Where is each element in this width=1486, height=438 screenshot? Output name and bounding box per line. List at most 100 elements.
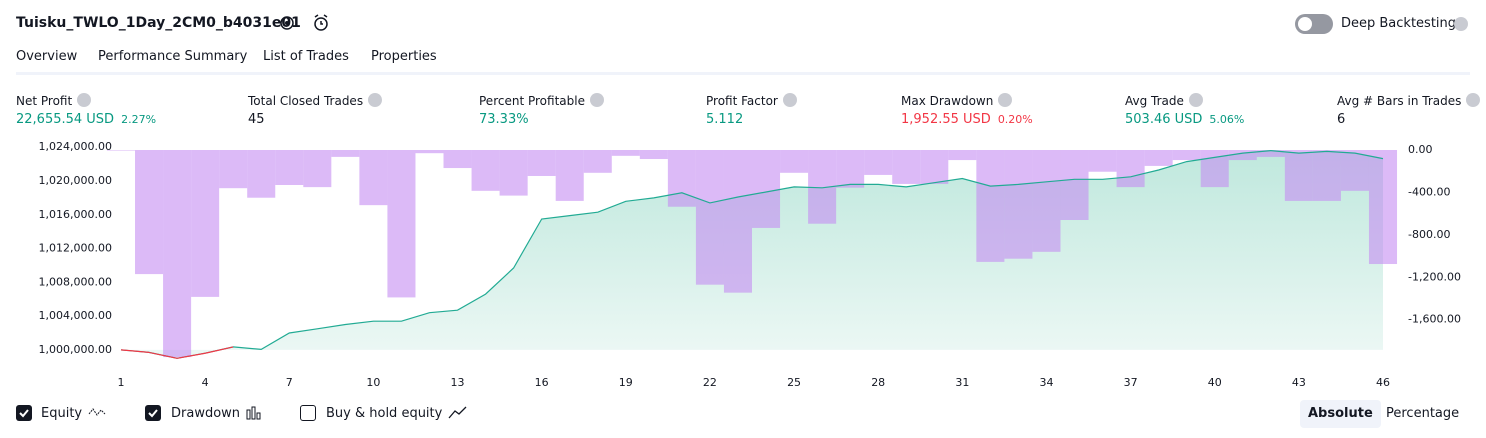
y2-tick-label: -1,200.00 [1408, 270, 1461, 283]
strategy-title: Tuisku_TWLO_1Day_2CM0_b4031e01 [16, 15, 301, 31]
drawdown-bar [247, 150, 276, 198]
tab[interactable]: Properties [371, 49, 437, 64]
check-mark [19, 409, 29, 418]
info-icon[interactable] [368, 93, 383, 107]
metric-label-text: Avg # Bars in Trades [1337, 94, 1462, 108]
y2-tick-label: -1,600.00 [1408, 313, 1461, 326]
drawdown-bar [1340, 150, 1369, 191]
metric-value-text: 73.33% [479, 112, 529, 127]
drawdown-bar [1368, 150, 1398, 265]
drawdown-bar [611, 150, 640, 156]
metric-label: Avg # Bars in Trades [1337, 93, 1481, 108]
drawdown-bar [499, 150, 528, 196]
help-icon[interactable] [1454, 17, 1468, 31]
info-icon[interactable] [1466, 93, 1481, 107]
x-tick-label: 40 [1208, 376, 1222, 389]
metric-value: 45 [248, 112, 265, 127]
settings-icon[interactable] [278, 14, 296, 32]
drawdown-bar [1032, 150, 1061, 252]
metric-value-text: 1,952.55 USD [901, 112, 991, 127]
legend-checkbox[interactable] [16, 405, 32, 421]
metric-value-text: 5.112 [706, 112, 744, 127]
drawdown-bar [359, 150, 388, 206]
drawdown-bar [275, 150, 304, 185]
info-icon[interactable] [589, 93, 604, 107]
drawdown-bar [1256, 150, 1285, 157]
tab[interactable]: List of Trades [263, 49, 349, 64]
info-icon[interactable] [77, 93, 92, 107]
drawdown-bar [1116, 150, 1145, 188]
drawdown-bar [780, 150, 809, 173]
drawdown-bar [1004, 150, 1033, 259]
drawdown-bar [135, 150, 164, 275]
metric-label-text: Total Closed Trades [248, 94, 364, 108]
metric-label: Profit Factor [706, 93, 797, 108]
drawdown-bar [471, 150, 500, 191]
drawdown-bar [695, 150, 724, 285]
drawdown-bar [976, 150, 1005, 262]
y-tick-label: 1,016,000.00 [39, 208, 112, 221]
drawdown-bar [639, 150, 668, 160]
drawdown-bar [106, 150, 136, 151]
legend-label: Drawdown [171, 406, 241, 421]
metric-value: 6 [1337, 112, 1345, 127]
y-tick-label: 1,008,000.00 [39, 275, 112, 288]
info-icon[interactable] [1188, 93, 1203, 107]
equity-loss-segment [176, 352, 206, 359]
tab-separator [16, 72, 1470, 75]
deep-backtesting-toggle[interactable] [1295, 14, 1333, 34]
check-mark [148, 409, 158, 418]
drawdown-bar [752, 150, 781, 228]
deep-backtesting-label: Deep Backtesting [1341, 16, 1457, 31]
metric-label-text: Max Drawdown [901, 94, 994, 108]
drawdown-bar [163, 150, 192, 358]
tab[interactable]: Overview [16, 49, 78, 64]
metric-value: 1,952.55 USD 0.20% [901, 112, 1033, 127]
equity-loss-segment [120, 349, 150, 353]
drawdown-bar [1312, 150, 1341, 201]
metric-value-text: 503.46 USD [1125, 112, 1203, 127]
drawdown-bar [191, 150, 220, 297]
mode-button[interactable]: Absolute [1300, 400, 1381, 428]
x-tick-label: 10 [366, 376, 380, 389]
drawdown-bar [555, 150, 584, 201]
x-tick-label: 43 [1292, 376, 1306, 389]
x-tick-label: 19 [619, 376, 633, 389]
metric-label: Avg Trade [1125, 93, 1203, 108]
legend-icon [246, 406, 261, 420]
metric-percent: 2.27% [121, 113, 157, 126]
drawdown-bar [667, 150, 696, 207]
metric-label-text: Percent Profitable [479, 94, 585, 108]
mode-button[interactable]: Percentage [1386, 406, 1460, 421]
alert-icon[interactable] [312, 13, 330, 33]
x-tick-label: 1 [118, 376, 125, 389]
x-tick-label: 7 [286, 376, 293, 389]
info-icon[interactable] [782, 93, 797, 107]
tab[interactable]: Performance Summary [98, 49, 248, 64]
drawdown-bar [415, 150, 444, 154]
drawdown-bar [583, 150, 612, 173]
legend-checkbox[interactable] [145, 405, 161, 421]
y2-tick-label: -800.00 [1408, 228, 1450, 241]
legend-icon [448, 406, 467, 419]
legend-checkbox[interactable] [300, 405, 316, 421]
x-tick-label: 46 [1376, 376, 1390, 389]
metric-value: 22,655.54 USD 2.27% [16, 112, 156, 127]
metric-label: Percent Profitable [479, 93, 604, 108]
metric-label-text: Profit Factor [706, 94, 778, 108]
equity-loss-segment [148, 351, 178, 359]
drawdown-bar [864, 150, 893, 175]
metric-percent: 5.06% [1209, 113, 1245, 126]
equity-loss-segment [205, 346, 234, 354]
metric-value: 503.46 USD 5.06% [1125, 112, 1244, 127]
drawdown-bar [1284, 150, 1313, 201]
x-tick-label: 4 [202, 376, 209, 389]
info-icon[interactable] [998, 93, 1013, 107]
drawdown-bar [892, 150, 921, 184]
x-tick-label: 37 [1124, 376, 1138, 389]
y-tick-label: 1,020,000.00 [39, 174, 112, 187]
legend-label: Buy & hold equity [326, 406, 443, 421]
drawdown-bar [527, 150, 556, 176]
x-tick-label: 34 [1039, 376, 1053, 389]
